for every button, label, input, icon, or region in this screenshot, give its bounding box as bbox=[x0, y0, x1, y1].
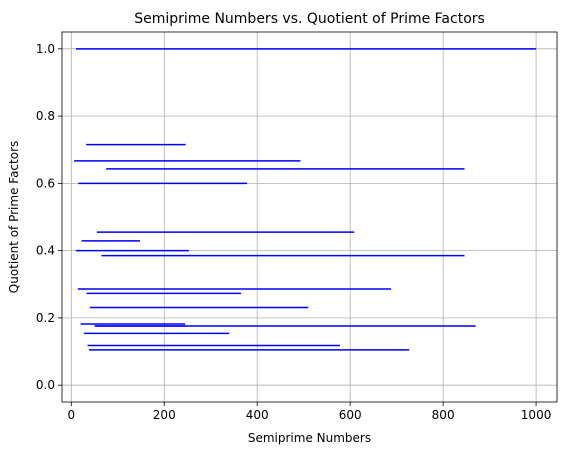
x-axis-label: Semiprime Numbers bbox=[248, 431, 371, 445]
chart-title: Semiprime Numbers vs. Quotient of Prime … bbox=[134, 11, 485, 27]
grid-layer bbox=[62, 32, 557, 402]
plot-frame bbox=[61, 31, 558, 403]
x-tick-label: 800 bbox=[432, 408, 455, 422]
y-tick-label: 0.4 bbox=[36, 244, 55, 258]
x-tick-label: 200 bbox=[153, 408, 176, 422]
x-tick-label: 0 bbox=[67, 408, 75, 422]
x-tick-label: 600 bbox=[339, 408, 362, 422]
y-axis-label: Quotient of Prime Factors bbox=[7, 141, 21, 293]
y-tick-label: 0.2 bbox=[36, 311, 55, 325]
x-tick-label: 400 bbox=[246, 408, 269, 422]
y-tick-label: 1.0 bbox=[36, 42, 55, 56]
x-tick-label: 1000 bbox=[521, 408, 552, 422]
data-layer bbox=[74, 48, 537, 351]
y-tick-label: 0.8 bbox=[36, 109, 55, 123]
y-tick-label: 0.0 bbox=[36, 378, 55, 392]
tick-layer: 0 200 400 600 800 1000 0.0 0.2 0.4 0.6 0.8 1.0 bbox=[36, 42, 551, 422]
y-tick-label: 0.6 bbox=[36, 176, 55, 190]
